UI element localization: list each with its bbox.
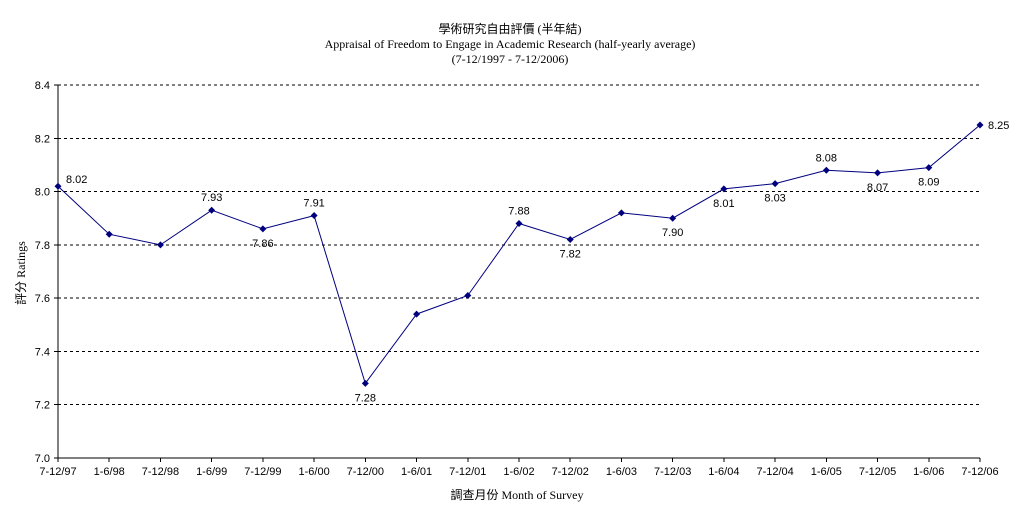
x-axis-title: 調查月份 Month of Survey: [451, 488, 584, 502]
y-tick-label: 8.0: [35, 187, 50, 199]
data-point-marker: [105, 230, 113, 238]
x-tick-label: 7-12/98: [142, 466, 179, 478]
x-tick-label: 7-12/97: [39, 466, 76, 478]
data-point-marker: [720, 185, 728, 193]
chart-title-block: 學術研究自由評價 (半年結) Appraisal of Freedom to E…: [0, 22, 1020, 67]
data-point-marker: [310, 212, 318, 220]
x-tick-label: 1-6/99: [196, 466, 227, 478]
data-point-marker: [515, 220, 523, 228]
data-point-marker: [54, 182, 62, 190]
y-tick-labels: 7.0 7.2 7.4 7.6 7.8 8.0 8.2 8.4: [35, 80, 50, 465]
y-tick-label: 7.6: [35, 293, 50, 305]
data-label: 7.86: [252, 238, 273, 250]
x-tick-label: 1-6/00: [299, 466, 330, 478]
y-tick-label: 8.2: [35, 133, 50, 145]
data-point-marker: [413, 310, 421, 318]
data-label: 7.82: [560, 249, 581, 261]
x-tick-label: 7-12/04: [756, 466, 793, 478]
y-tick-label: 7.0: [35, 453, 50, 465]
data-labels: 8.02 7.93 7.86 7.91 7.28 7.88 7.82 7.90 8.01 8.03…: [66, 120, 1009, 404]
y-tick-label: 7.8: [35, 240, 50, 252]
data-point-marker: [208, 206, 216, 214]
data-label: 8.02: [66, 174, 87, 186]
y-tick-label: 7.4: [35, 346, 50, 358]
x-tick-label: 1-6/05: [811, 466, 842, 478]
x-tick-label: 7-12/03: [654, 466, 691, 478]
data-point-marker: [925, 164, 933, 172]
data-label: 7.91: [303, 198, 324, 210]
data-label: 8.01: [713, 198, 734, 210]
chart-subtitle: Appraisal of Freedom to Engage in Academ…: [324, 37, 696, 51]
x-tick-label: 7-12/02: [552, 466, 589, 478]
data-label: 8.03: [764, 193, 785, 205]
data-point-marker: [361, 379, 369, 387]
x-tick-label: 7-12/01: [449, 466, 486, 478]
chart-title: 學術研究自由評價 (半年結): [438, 22, 582, 36]
x-tick-label: 7-12/06: [961, 466, 998, 478]
x-tick-label: 1-6/01: [401, 466, 432, 478]
x-tick-label: 7-12/00: [347, 466, 384, 478]
data-point-marker: [874, 169, 882, 177]
data-label: 7.88: [508, 206, 529, 218]
data-point-marker: [156, 241, 164, 249]
data-point-marker: [976, 121, 984, 129]
data-point-marker: [566, 236, 574, 244]
axes: [54, 84, 981, 462]
data-label: 8.25: [988, 120, 1009, 132]
gridlines: [58, 84, 980, 406]
data-point-marker: [617, 209, 625, 217]
x-tick-label: 1-6/06: [913, 466, 944, 478]
x-tick-label: 7-12/05: [859, 466, 896, 478]
data-point-marker: [771, 180, 779, 188]
data-point-marker: [464, 291, 472, 299]
data-label: 8.07: [867, 182, 888, 194]
y-tick-label: 7.2: [35, 400, 50, 412]
data-label: 7.28: [355, 392, 376, 404]
x-tick-labels: 7-12/97 1-6/98 7-12/98 1-6/99 7-12/99 1-6/00 7…: [39, 466, 998, 478]
x-tick-label: 1-6/04: [708, 466, 739, 478]
x-tick-label: 7-12/99: [244, 466, 281, 478]
chart-period: (7-12/1997 - 7-12/2006): [451, 52, 569, 66]
data-label: 7.93: [201, 192, 222, 204]
x-tick-label: 1-6/02: [503, 466, 534, 478]
series-group: [54, 121, 984, 387]
series-line: [57, 124, 981, 385]
data-point-marker: [669, 214, 677, 222]
data-label: 8.08: [816, 152, 837, 164]
data-point-marker: [822, 166, 830, 174]
x-tick-label: 1-6/03: [606, 466, 637, 478]
data-label: 8.09: [918, 177, 939, 189]
y-tick-label: 8.4: [35, 80, 50, 92]
y-axis-title: 評分 Ratings: [13, 241, 28, 305]
data-point-marker: [259, 225, 267, 233]
x-tick-label: 1-6/98: [94, 466, 125, 478]
data-label: 7.90: [662, 227, 683, 239]
